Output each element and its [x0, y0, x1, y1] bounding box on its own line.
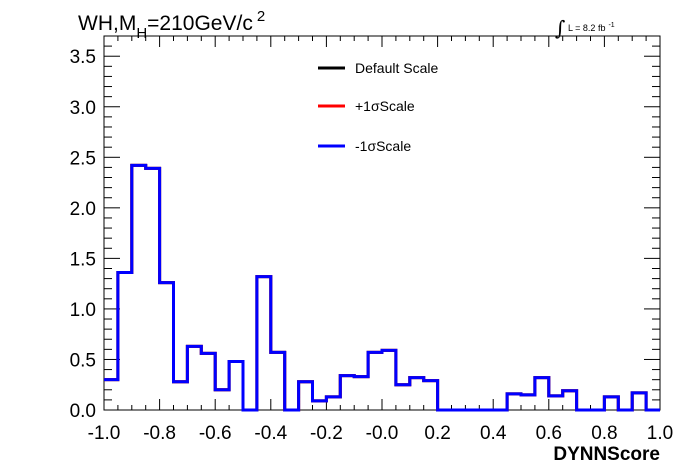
x-tick-label: 0.4	[480, 423, 507, 444]
x-tick-label: 0.2	[424, 423, 450, 444]
y-tick-label: 3.0	[70, 98, 96, 119]
y-tick-label: 3.5	[70, 47, 96, 68]
lumi-integral: ∫	[555, 16, 565, 40]
x-tick-label: -0.8	[143, 423, 176, 444]
lumi-text: L = 8.2 fb	[568, 23, 605, 33]
y-tick-label: 2.5	[70, 148, 96, 169]
lumi-label: L = 8.2 fb -1	[568, 22, 615, 33]
x-tick-label: 0.6	[536, 423, 562, 444]
x-tick-label: -0.0	[366, 423, 399, 444]
title-superscript: 2	[257, 8, 265, 25]
title-rest: =210GeV/c	[147, 12, 253, 35]
y-tick-label: 2.0	[70, 199, 96, 220]
legend: Default Scale +1σScale -1σScale	[318, 60, 438, 154]
series-2-step-line	[104, 163, 660, 412]
histogram-series	[104, 163, 660, 412]
title-subscript: H	[136, 25, 147, 42]
y-tick-label: 0.5	[70, 350, 96, 371]
x-tick-label: -0.6	[199, 423, 232, 444]
legend-label-minus: -1σScale	[355, 138, 411, 154]
lumi-superscript: -1	[608, 22, 614, 29]
x-tick-label: -1.0	[88, 423, 121, 444]
y-tick-label: 1.5	[70, 249, 96, 270]
y-tick-label: 0.0	[70, 401, 96, 422]
x-tick-label: 0.8	[591, 423, 617, 444]
chart-title: WH,MH=210GeV/c 2	[78, 8, 265, 42]
title-main: WH,M	[78, 12, 136, 35]
x-tick-label: 1.0	[647, 423, 673, 444]
x-axis-label: DYNNScore	[553, 444, 660, 465]
y-tick-label: 1.0	[70, 300, 96, 321]
tick-labels: -1.0 -0.8 -0.6 -0.4 -0.2 -0.0 0.2 0.4 0.6 0.8 1.0 0…	[70, 47, 674, 444]
legend-label-plus: +1σScale	[355, 98, 415, 114]
x-tick-label: -0.4	[254, 423, 287, 444]
x-tick-label: -0.2	[310, 423, 343, 444]
legend-label-default: Default Scale	[355, 60, 438, 76]
